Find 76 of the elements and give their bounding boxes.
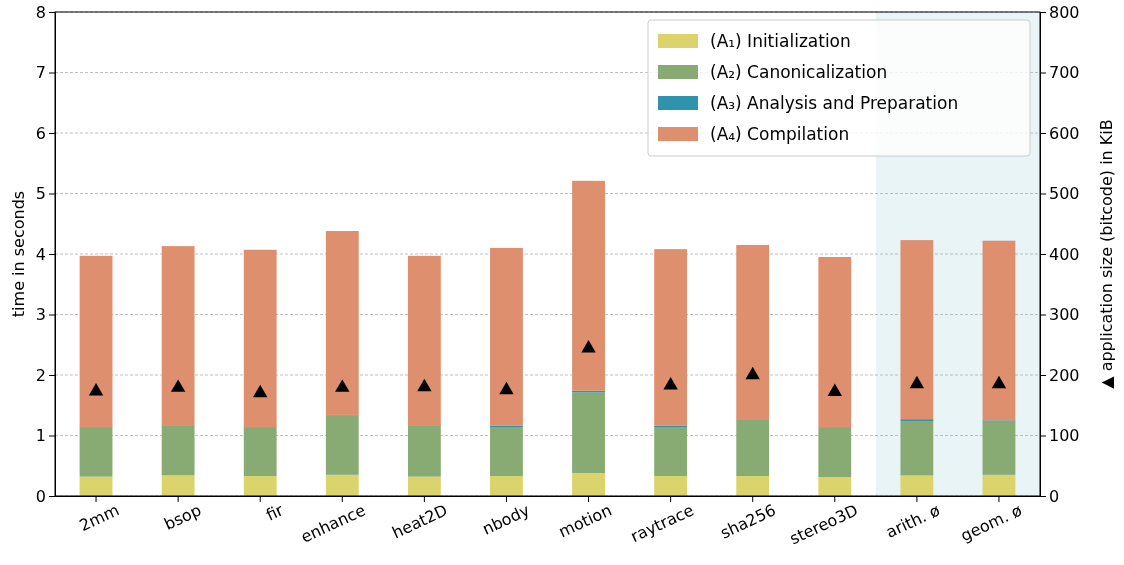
x-tick-label: arith. ø xyxy=(882,500,944,542)
bar xyxy=(79,255,113,428)
y2-tick-label: 0 xyxy=(1049,486,1060,506)
point xyxy=(827,383,842,397)
bar xyxy=(900,475,934,496)
bar xyxy=(818,427,852,478)
bar xyxy=(736,419,770,477)
bar xyxy=(572,392,605,474)
bar xyxy=(900,420,934,476)
bar xyxy=(900,240,934,420)
point xyxy=(745,366,760,380)
y-tick-label: 2 xyxy=(35,365,46,385)
legend-label: (A₂) Canonicalization xyxy=(710,62,888,82)
y-tick-label: 1 xyxy=(35,426,46,446)
point xyxy=(499,381,514,395)
bar xyxy=(572,473,605,496)
y2-tick-label: 100 xyxy=(1049,426,1080,446)
bar xyxy=(818,257,852,428)
x-tick-label: fir xyxy=(263,500,287,525)
bar xyxy=(407,425,441,477)
y2-tick-label: 500 xyxy=(1049,184,1080,204)
bar xyxy=(407,476,441,496)
bar xyxy=(407,255,441,426)
legend-label: (A₄) Compilation xyxy=(710,124,850,144)
bar xyxy=(982,421,1016,475)
legend-label: (A₃) Analysis and Preparation xyxy=(710,93,959,113)
bar xyxy=(243,476,277,496)
bar xyxy=(161,475,195,496)
bar xyxy=(325,231,359,415)
y2-tick-label: 700 xyxy=(1049,63,1080,83)
y2-tick-label: 400 xyxy=(1049,244,1080,264)
bar xyxy=(161,425,195,476)
y-tick-label: 4 xyxy=(35,244,46,264)
point xyxy=(253,384,268,398)
point xyxy=(909,375,925,389)
y2-tick-label: 300 xyxy=(1049,305,1080,325)
x-tick-label: bsop xyxy=(161,500,205,534)
bar xyxy=(79,427,113,477)
bar xyxy=(161,246,195,426)
bar xyxy=(818,477,852,496)
bar xyxy=(79,476,113,496)
y-tick-label: 8 xyxy=(35,2,46,22)
bar xyxy=(654,249,688,426)
bar xyxy=(982,240,1016,421)
y-tick-label: 0 xyxy=(35,486,46,506)
bar xyxy=(654,427,688,477)
x-tick-label: 2mm xyxy=(76,500,123,536)
point xyxy=(581,340,596,353)
point xyxy=(663,376,678,390)
bar xyxy=(572,180,605,391)
point xyxy=(335,379,350,392)
point xyxy=(991,375,1007,389)
point xyxy=(417,378,432,392)
bar xyxy=(982,474,1016,496)
y-axis-title: time in seconds xyxy=(9,190,28,318)
bar xyxy=(325,415,359,475)
bar xyxy=(243,249,277,428)
y-tick-label: 6 xyxy=(35,123,46,143)
point xyxy=(170,379,186,392)
legend-label: (A₁) Initialization xyxy=(710,31,851,51)
bar xyxy=(736,476,770,496)
bar xyxy=(243,427,277,477)
y-tick-label: 3 xyxy=(35,305,46,325)
y2-tick-label: 800 xyxy=(1049,2,1080,22)
y2-tick-label: 200 xyxy=(1049,365,1080,385)
y2-axis-title: ▲ application size (bitcode) in KiB xyxy=(1097,119,1116,389)
bar xyxy=(325,474,359,496)
bar xyxy=(654,476,688,496)
y2-tick-label: 600 xyxy=(1049,123,1080,143)
y-tick-label: 5 xyxy=(35,184,46,204)
point xyxy=(88,383,104,396)
bar xyxy=(736,244,770,420)
bar xyxy=(490,476,523,496)
bar xyxy=(490,247,523,426)
bar xyxy=(490,427,523,477)
y-tick-label: 7 xyxy=(35,63,46,83)
